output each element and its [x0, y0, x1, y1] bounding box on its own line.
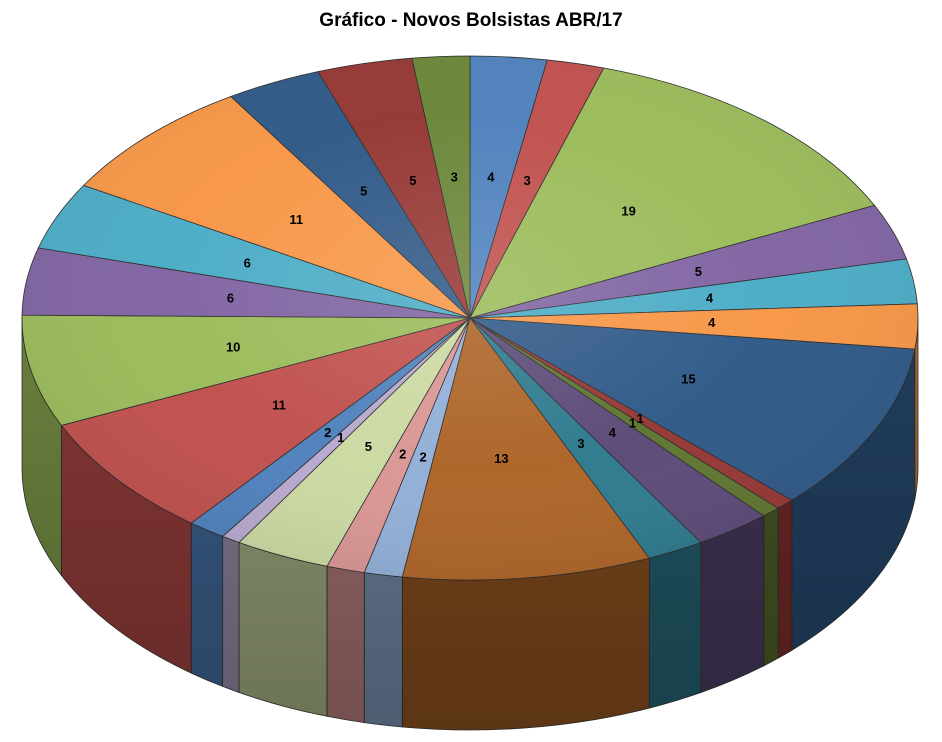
pie-slice-side-10: [700, 515, 765, 693]
pie-slice-side-13: [363, 572, 403, 728]
slice-label-6: 4: [708, 315, 716, 330]
slice-label-1: 4: [487, 170, 495, 185]
slice-label-2: 3: [523, 173, 530, 188]
slice-label-4: 5: [695, 264, 702, 279]
slice-label-25: 3: [451, 169, 458, 184]
slice-label-5: 4: [706, 291, 714, 306]
slice-label-3: 19: [621, 204, 635, 219]
pie-slice-side-11: [648, 542, 702, 709]
slice-label-10: 4: [609, 425, 617, 440]
pie-slice-side-12: [401, 557, 650, 731]
slice-label-7: 15: [681, 371, 695, 386]
pie-top-surface: [21, 55, 919, 581]
pie-slice-side-8: [777, 499, 793, 659]
pie-slice-side-17: [190, 522, 224, 687]
slice-label-24: 5: [409, 173, 416, 188]
slice-label-12: 13: [494, 451, 508, 466]
pie-slice-side-9: [763, 507, 779, 667]
slice-label-18: 11: [272, 397, 286, 412]
slice-label-13: 2: [419, 449, 426, 464]
slice-label-20: 6: [227, 291, 234, 306]
slice-label-15: 5: [365, 439, 372, 454]
slice-label-8: 1: [636, 411, 643, 426]
slice-label-16: 1: [337, 430, 344, 445]
pie-slice-side-15: [238, 542, 328, 717]
slice-label-22: 11: [289, 212, 303, 227]
pie-slice-side-16: [222, 536, 240, 693]
slice-label-23: 5: [360, 183, 367, 198]
slice-label-17: 2: [324, 425, 331, 440]
slice-label-21: 6: [244, 255, 251, 270]
slice-label-11: 3: [577, 436, 584, 451]
slice-label-19: 10: [226, 339, 240, 354]
pie-slice-side-14: [326, 565, 365, 723]
chart-title: Gráfico - Novos Bolsistas ABR/17: [319, 10, 623, 31]
slice-label-9: 1: [629, 415, 636, 430]
slice-label-14: 2: [399, 446, 406, 461]
